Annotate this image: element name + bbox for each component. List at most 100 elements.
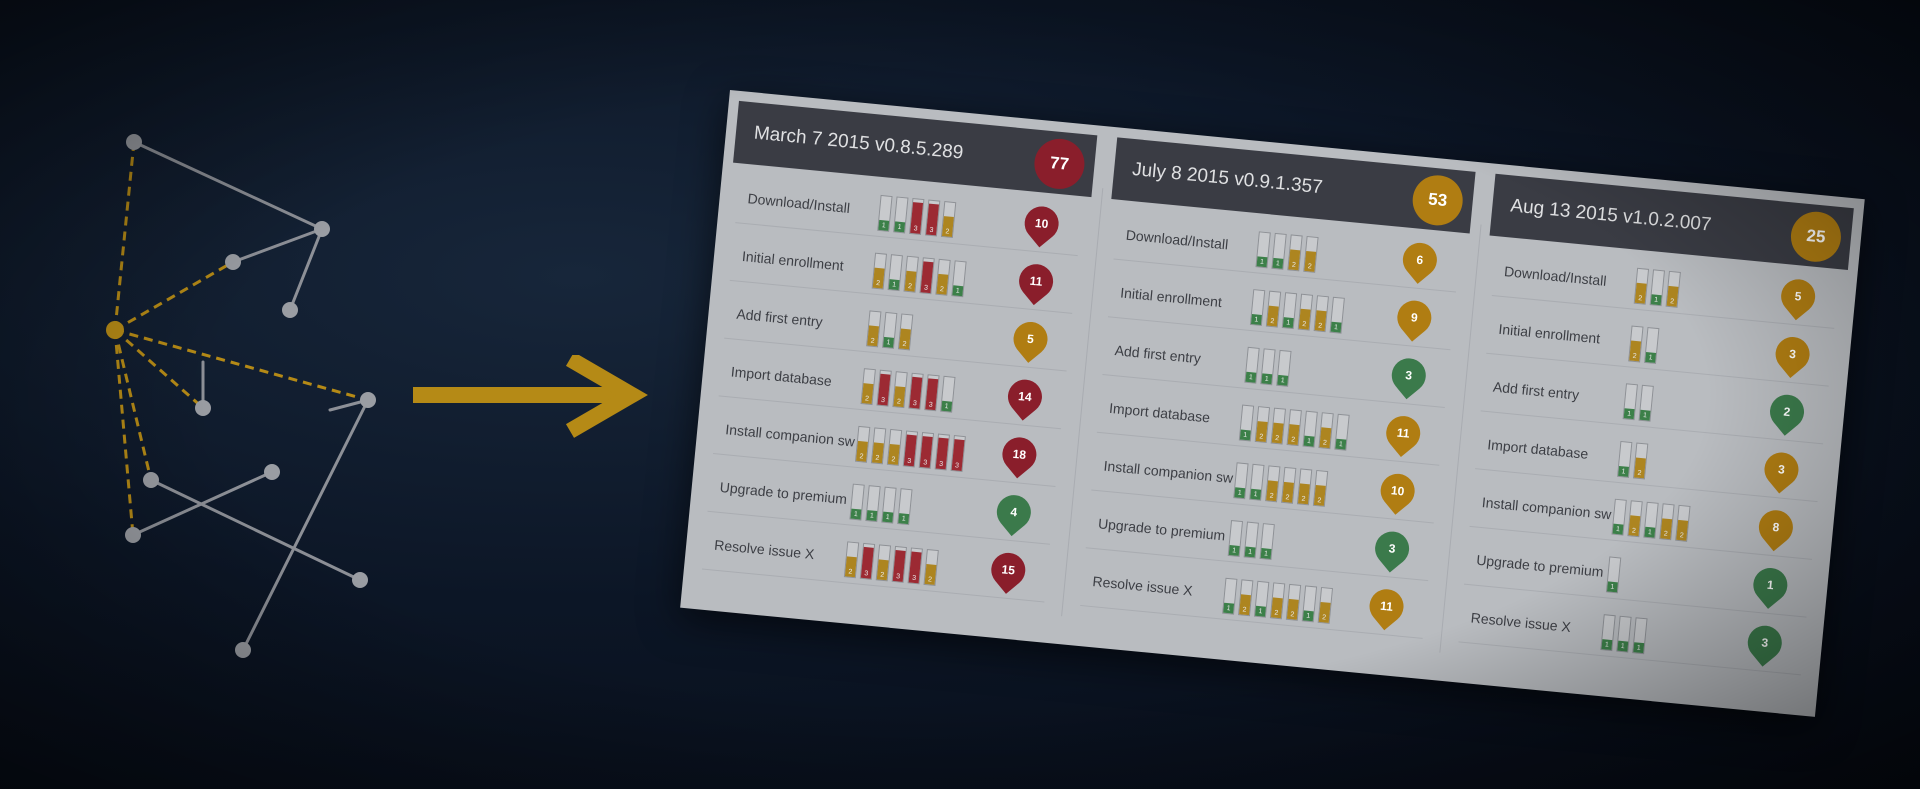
mini-bar-value: 1 [1258,608,1263,616]
mini-bar-fill: 2 [1255,420,1268,442]
count-pin-icon: 10 [1017,199,1066,248]
mini-bar-value: 3 [923,284,929,292]
mini-bar: 2 [1675,504,1691,542]
mini-bar-fill: 2 [1676,519,1689,541]
mini-bar-fill: 1 [1234,487,1246,499]
mini-bar: 1 [877,194,893,232]
mini-bar: 2 [843,541,860,579]
mini-bar-chart: 1 2 1 2 2 1 [1249,287,1345,334]
metric-label: Upgrade to premium [1097,515,1226,544]
metric-label: Add first entry [735,305,824,330]
mini-bar: 1 [1227,520,1244,557]
issue-count: 4 [1009,504,1018,520]
count-pin-icon: 3 [1757,445,1806,494]
mini-bar-fill: 2 [1660,517,1673,540]
count-pin-icon: 3 [1368,524,1417,573]
mini-bar-fill: 2 [899,328,911,350]
issue-count: 11 [1379,598,1394,614]
metric-label: Install companion sw [724,421,856,450]
mini-bar-value: 2 [907,282,913,291]
mini-bar-value: 2 [1637,469,1642,478]
mini-bar: 2 [1627,500,1643,538]
mini-bar: 2 [1628,325,1644,363]
release-column: March 7 2015 v0.8.5.289 77 Download/Instal… [691,100,1098,633]
mini-bar-chart: 1 2 1 2 2 [1611,497,1691,542]
mini-bar-value: 1 [1242,431,1248,440]
mini-bar-value: 3 [913,225,918,233]
mini-bar-fill: 2 [1288,249,1301,271]
tree-node [126,134,142,150]
mini-bar-value: 1 [1259,258,1265,266]
mini-bar: 1 [1249,289,1266,327]
mini-bar-value: 3 [938,460,944,469]
mini-bar: 1 [1617,440,1633,478]
mini-bar-value: 2 [1669,298,1675,306]
mini-bar-fill: 2 [1666,285,1679,307]
mini-bar-value: 1 [1248,374,1254,382]
mini-bar: 1 [1259,523,1275,561]
mini-bar-value: 1 [1333,324,1339,332]
release-column: July 8 2015 v0.9.1.357 53 Download/Install… [1069,137,1476,669]
mini-bar-fill: 2 [1287,423,1300,446]
mini-bar-chart: 1 [1605,554,1622,594]
mini-bar-value: 1 [881,222,886,230]
mini-bar-fill: 2 [1286,598,1299,620]
mini-bar-value: 1 [891,281,897,289]
mini-bar-value: 1 [1237,489,1242,497]
mini-bar-fill: 2 [904,270,917,292]
mini-bar-value: 1 [1620,642,1626,651]
mini-bar-value: 2 [848,568,853,576]
mini-bar-value: 1 [955,287,961,295]
mini-bar-value: 1 [853,510,859,519]
mini-bar: 1 [1255,231,1271,269]
mini-bar-fill: 2 [941,215,954,237]
mini-bar-fill: 1 [883,336,895,348]
tree-node [143,472,159,488]
mini-bar-fill: 1 [1250,313,1262,325]
mini-bar-fill: 2 [1304,250,1317,272]
mini-bar: 3 [918,431,935,469]
mini-bar: 3 [859,542,876,580]
mini-bar-fill: 1 [1260,547,1272,559]
mini-bar: 3 [950,435,966,473]
mini-bar-fill: 2 [1629,340,1642,362]
mini-bar-value: 1 [1610,583,1615,592]
mini-bar-fill: 3 [903,434,917,467]
mini-bar-value: 2 [1321,614,1327,622]
solid-edges [131,140,370,652]
mini-bar: 3 [891,545,908,583]
mini-bar-fill: 2 [1318,601,1331,623]
mini-bar-value: 1 [869,512,875,520]
count-pin-icon: 4 [989,488,1038,537]
metric-label: Add first entry [1492,378,1580,403]
mini-bar-fill: 3 [919,436,933,468]
mini-bar: 1 [1271,232,1287,270]
mini-bar: 2 [866,310,882,348]
mini-bar-value: 2 [1290,436,1296,444]
mini-bar: 1 [1622,383,1638,421]
mini-bar-value: 2 [1258,433,1264,441]
mini-bar-fill: 1 [1256,256,1268,268]
tree-node [352,572,368,588]
edge-line [241,398,370,652]
mini-bar-value: 1 [944,403,949,411]
mini-bar: 2 [892,371,908,409]
tree-node [125,527,141,543]
mini-bar: 1 [1301,585,1318,623]
mini-bar-fill: 3 [909,377,923,409]
count-pin-icon: 11 [1012,257,1061,306]
metric-label: Download/Install [746,190,851,217]
mini-bar-value: 3 [929,226,934,235]
mini-bar-fill: 1 [952,285,964,297]
mini-bar: 2 [1287,234,1303,272]
mini-bar: 1 [1334,413,1350,451]
mini-bar: 2 [940,201,957,239]
metric-label: Resolve issue X [713,536,816,563]
mini-bar-value: 2 [875,454,880,462]
metric-label: Install companion sw [1102,457,1234,486]
mini-bar: 3 [902,430,919,468]
mini-bar-fill: 1 [1277,374,1289,386]
issue-count: 3 [1388,541,1397,556]
mini-bar: 1 [1238,404,1255,442]
